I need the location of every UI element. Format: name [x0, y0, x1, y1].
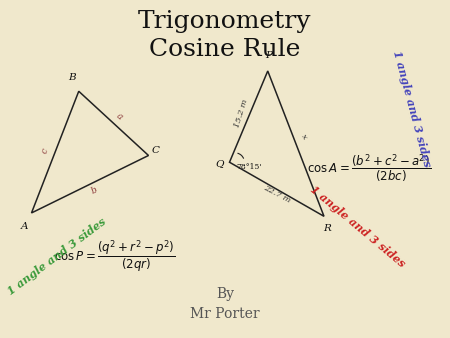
Text: $\cos A = \dfrac{(b^2 + c^2 - a^2)}{(2bc)}$: $\cos A = \dfrac{(b^2 + c^2 - a^2)}{(2bc…	[307, 153, 431, 185]
Text: R: R	[323, 224, 331, 233]
Text: A: A	[21, 222, 28, 231]
Text: By
Mr Porter: By Mr Porter	[190, 287, 260, 321]
Text: a: a	[114, 112, 124, 122]
Text: C: C	[151, 146, 159, 155]
Text: Q: Q	[216, 160, 224, 168]
Text: 22.7 m: 22.7 m	[262, 184, 292, 205]
Text: B: B	[68, 73, 76, 82]
Text: 15.2 m: 15.2 m	[233, 98, 249, 128]
Text: 78°15': 78°15'	[236, 163, 262, 171]
Text: P: P	[266, 51, 273, 60]
Text: 1 angle and 3 sides: 1 angle and 3 sides	[5, 216, 108, 297]
Text: 1 angle and 3 sides: 1 angle and 3 sides	[308, 184, 407, 269]
Text: x: x	[299, 132, 308, 141]
Text: $\cos P = \dfrac{(q^2 + r^2 - p^2)}{(2qr)}$: $\cos P = \dfrac{(q^2 + r^2 - p^2)}{(2qr…	[54, 239, 176, 275]
Text: Trigonometry
Cosine Rule: Trigonometry Cosine Rule	[138, 10, 312, 61]
Text: c: c	[40, 147, 50, 154]
Text: b: b	[90, 186, 99, 196]
Text: 1 angle and 3 sides: 1 angle and 3 sides	[391, 49, 432, 168]
